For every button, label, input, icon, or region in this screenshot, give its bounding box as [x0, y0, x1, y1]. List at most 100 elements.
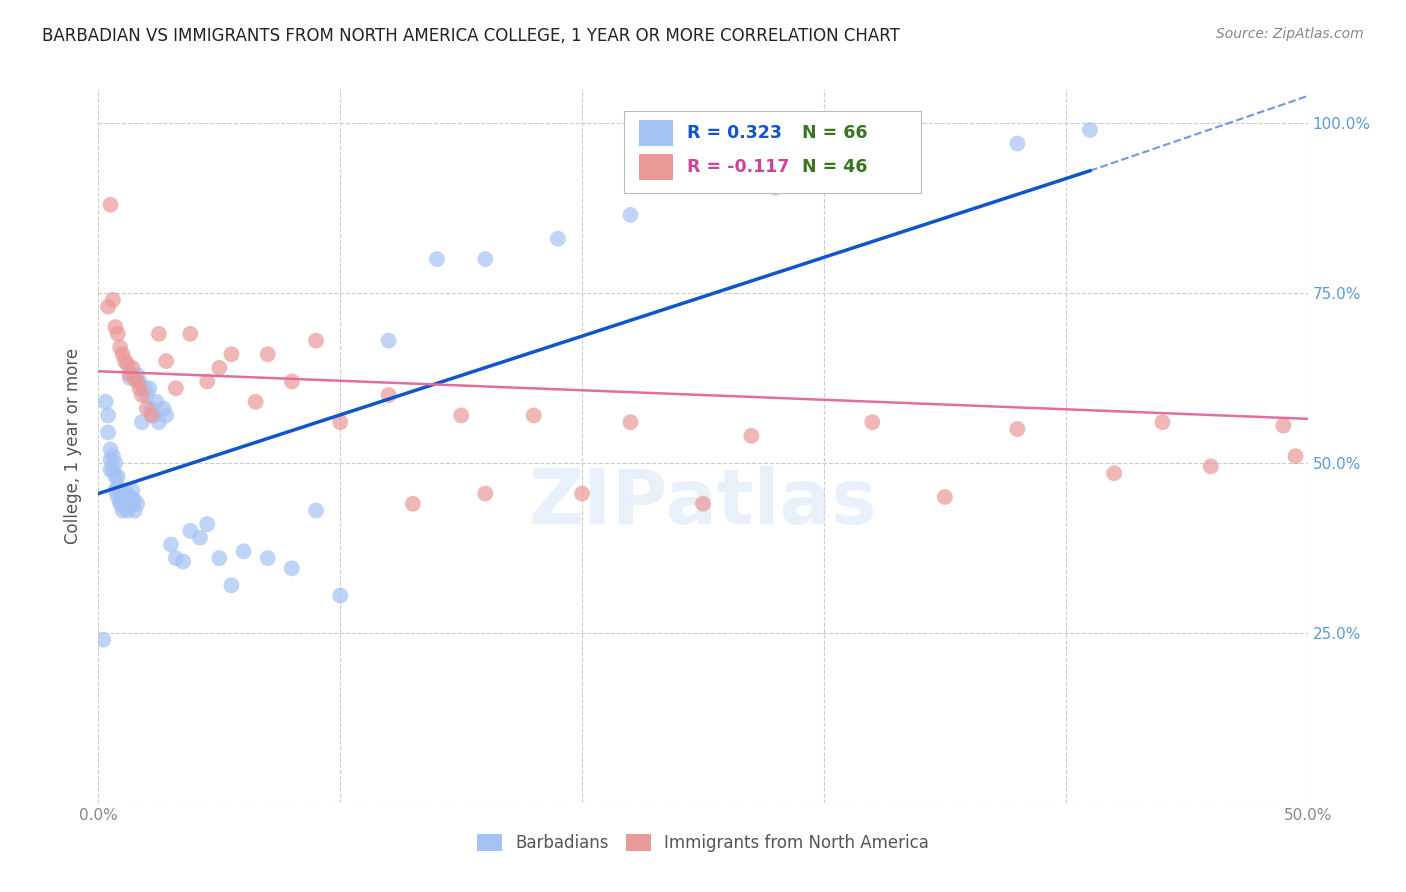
- FancyBboxPatch shape: [638, 153, 673, 180]
- Point: [450, 409, 472, 423]
- Text: N = 66: N = 66: [803, 124, 868, 143]
- Point: [1078, 123, 1101, 137]
- Point: [100, 442, 122, 457]
- Point: [124, 503, 146, 517]
- Point: [740, 429, 762, 443]
- Point: [523, 409, 546, 423]
- Point: [128, 375, 150, 389]
- Point: [155, 409, 177, 423]
- Point: [256, 551, 278, 566]
- Point: [108, 341, 131, 355]
- Point: [172, 555, 194, 569]
- Point: [155, 354, 177, 368]
- Point: [114, 500, 136, 515]
- Point: [100, 452, 122, 467]
- Y-axis label: College, 1 year or more: College, 1 year or more: [65, 348, 83, 544]
- Point: [127, 368, 149, 382]
- Point: [160, 537, 183, 551]
- Point: [141, 401, 163, 416]
- Point: [256, 347, 278, 361]
- Point: [329, 415, 352, 429]
- Point: [860, 415, 883, 429]
- Point: [134, 381, 156, 395]
- Point: [1272, 418, 1295, 433]
- Point: [402, 497, 425, 511]
- Point: [141, 409, 163, 423]
- Point: [165, 551, 187, 566]
- Point: [281, 375, 304, 389]
- Point: [104, 456, 127, 470]
- Text: R = 0.323: R = 0.323: [688, 124, 782, 143]
- Point: [619, 415, 641, 429]
- Point: [1199, 459, 1222, 474]
- Point: [107, 480, 129, 494]
- Text: ZIPatlas: ZIPatlas: [529, 467, 877, 540]
- Point: [221, 347, 243, 361]
- Point: [765, 180, 787, 194]
- Point: [179, 524, 201, 538]
- Point: [108, 497, 131, 511]
- Point: [121, 360, 143, 375]
- Point: [208, 360, 231, 375]
- Point: [886, 157, 908, 171]
- Point: [97, 300, 120, 314]
- Point: [426, 252, 449, 266]
- FancyBboxPatch shape: [624, 111, 921, 193]
- Point: [127, 375, 149, 389]
- Point: [94, 394, 117, 409]
- Point: [148, 415, 170, 429]
- Point: [692, 497, 714, 511]
- Point: [101, 293, 124, 307]
- Point: [118, 368, 141, 382]
- Point: [117, 503, 139, 517]
- Point: [195, 517, 218, 532]
- Point: [114, 493, 136, 508]
- FancyBboxPatch shape: [638, 120, 673, 146]
- Point: [232, 544, 254, 558]
- Point: [571, 486, 593, 500]
- Point: [131, 415, 153, 429]
- Point: [143, 409, 166, 423]
- Point: [100, 463, 122, 477]
- Point: [221, 578, 243, 592]
- Legend: Barbadians, Immigrants from North America: Barbadians, Immigrants from North Americ…: [471, 827, 935, 859]
- Point: [208, 551, 231, 566]
- Text: N = 46: N = 46: [803, 158, 868, 176]
- Point: [619, 208, 641, 222]
- Point: [195, 375, 218, 389]
- Point: [305, 503, 328, 517]
- Point: [1284, 449, 1306, 463]
- Point: [118, 490, 141, 504]
- Point: [108, 483, 131, 498]
- Point: [377, 334, 399, 348]
- Point: [165, 381, 187, 395]
- Point: [131, 388, 153, 402]
- Point: [101, 463, 124, 477]
- Point: [104, 469, 127, 483]
- Point: [188, 531, 211, 545]
- Point: [179, 326, 201, 341]
- Point: [107, 490, 129, 504]
- Point: [138, 381, 160, 395]
- Point: [97, 425, 120, 440]
- Point: [474, 252, 496, 266]
- Point: [305, 334, 328, 348]
- Point: [114, 354, 136, 368]
- Point: [245, 394, 267, 409]
- Text: Source: ZipAtlas.com: Source: ZipAtlas.com: [1216, 27, 1364, 41]
- Point: [148, 326, 170, 341]
- Point: [124, 371, 146, 385]
- Point: [152, 401, 174, 416]
- Point: [1102, 466, 1125, 480]
- Point: [107, 326, 129, 341]
- Text: BARBADIAN VS IMMIGRANTS FROM NORTH AMERICA COLLEGE, 1 YEAR OR MORE CORRELATION C: BARBADIAN VS IMMIGRANTS FROM NORTH AMERI…: [42, 27, 900, 45]
- Point: [91, 632, 114, 647]
- Point: [101, 449, 124, 463]
- Point: [111, 497, 134, 511]
- Point: [100, 198, 122, 212]
- Point: [111, 486, 134, 500]
- Point: [108, 493, 131, 508]
- Point: [121, 483, 143, 498]
- Point: [547, 232, 569, 246]
- Point: [121, 497, 143, 511]
